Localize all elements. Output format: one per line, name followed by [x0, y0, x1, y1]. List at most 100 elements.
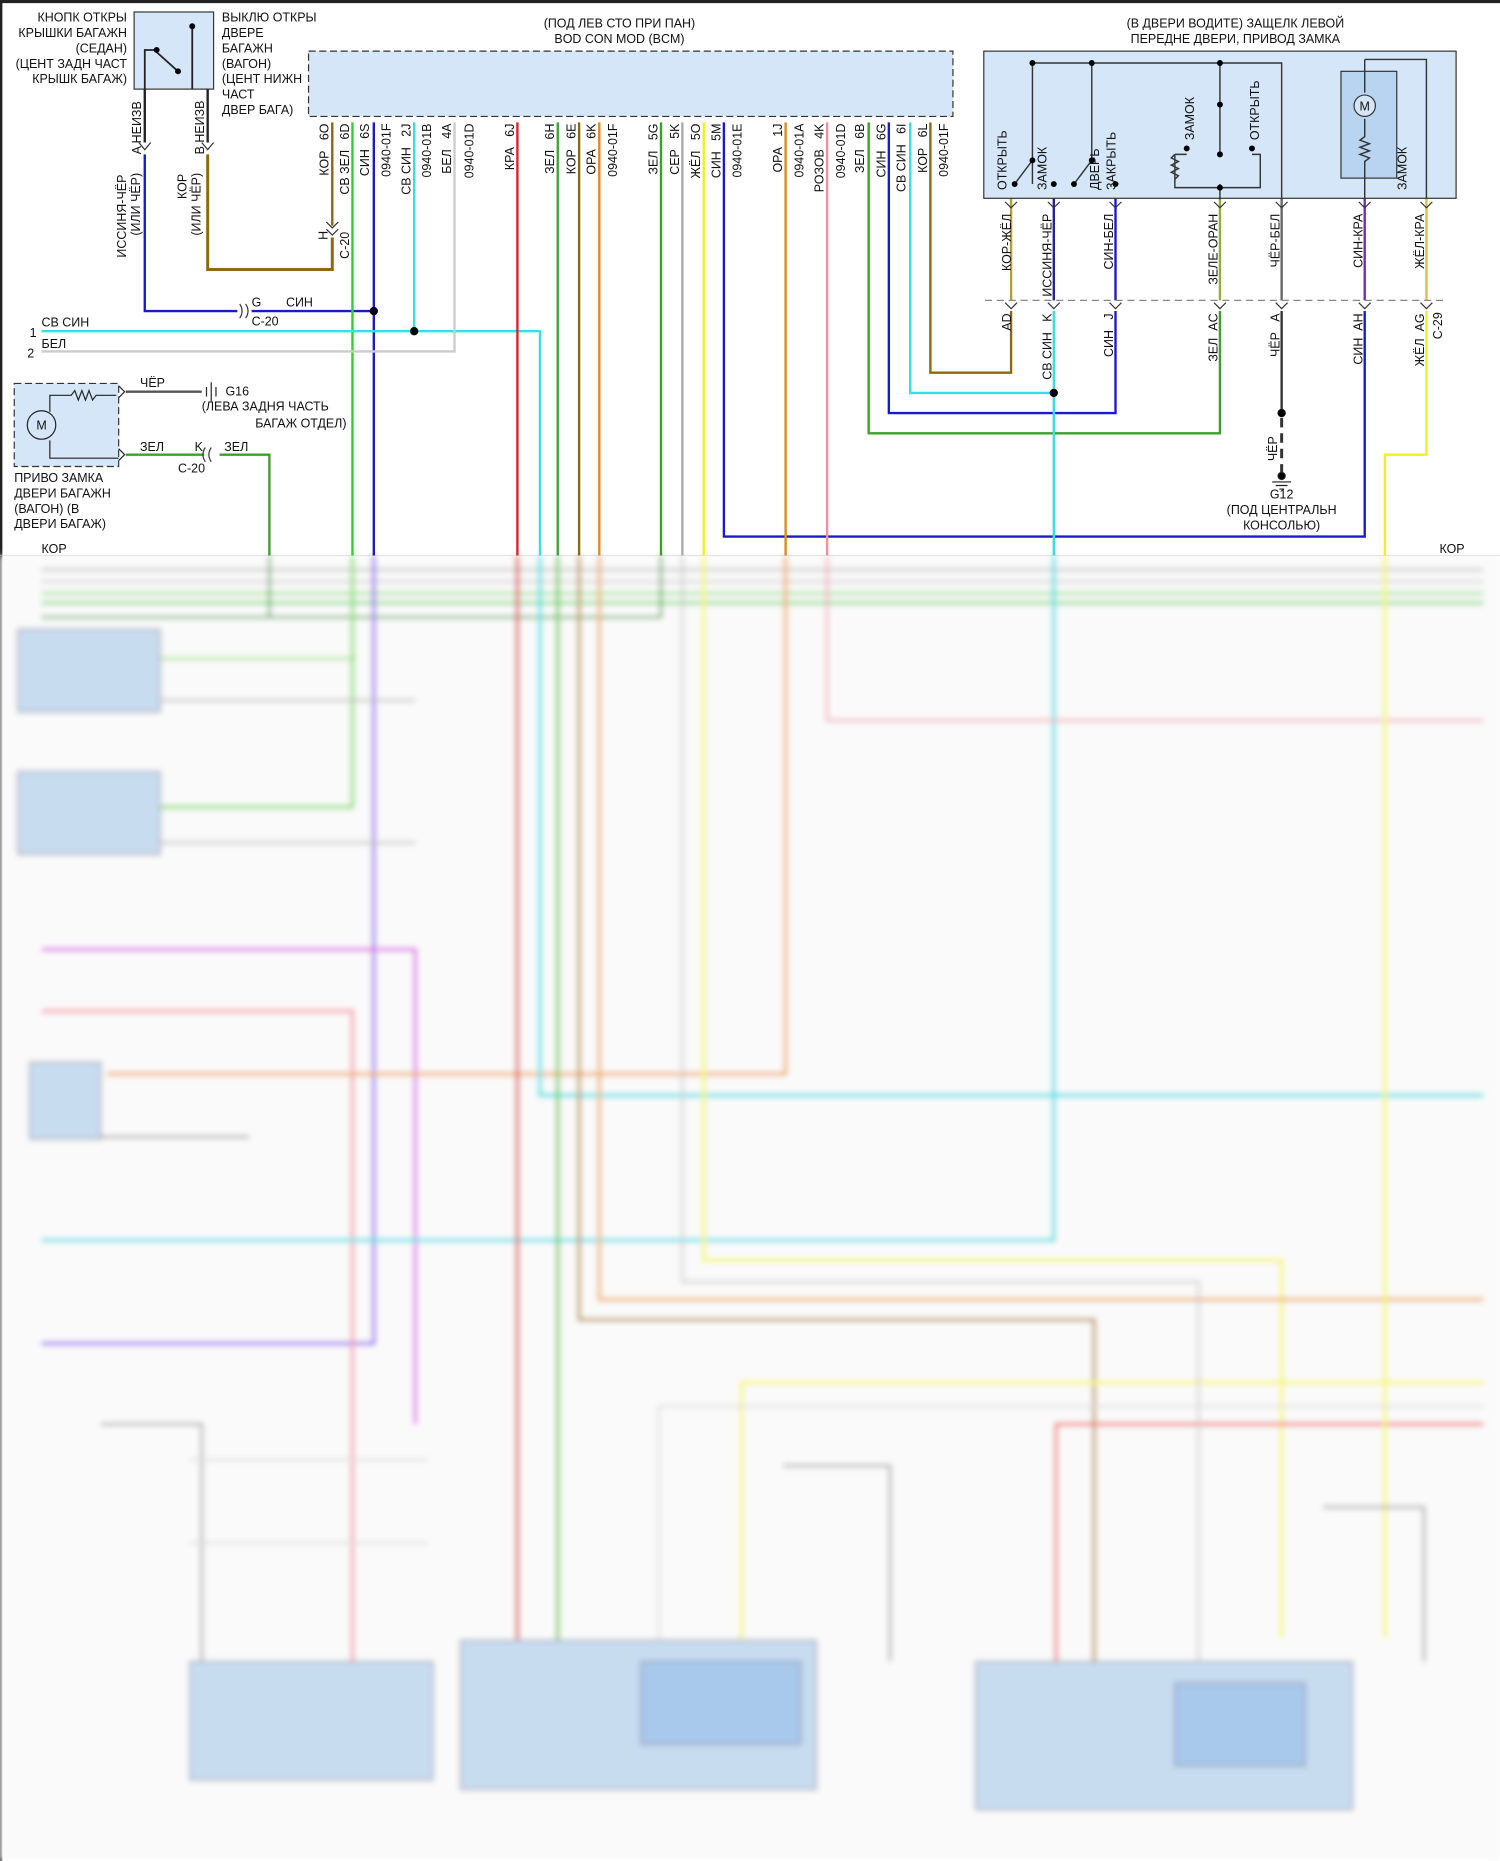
line1-number: 1 — [30, 326, 37, 340]
c20-connector-name: C-20 — [252, 314, 279, 328]
door-wire-color-label: КОР-ЖЁЛ — [1000, 214, 1014, 271]
bcm-pin-label: 0940-01F — [606, 123, 620, 177]
liftgate-switch-label-line: (ЦЕНТ НИЖН — [222, 72, 302, 86]
trunk-switch-label-line: КРЫШК БАГАЖ) — [32, 72, 127, 86]
bcm-pin-label: 0940-01D — [462, 124, 476, 179]
door-label-close: ЗАКРЫТЬ — [1105, 132, 1119, 190]
bcm-pin-label: ЖЁЛ 5O — [689, 123, 703, 178]
line2-color: БЕЛ — [42, 337, 67, 351]
trunk-release-switch — [133, 11, 215, 143]
c20-pin-g: G — [252, 295, 262, 309]
wire-line1-cyan — [41, 330, 542, 556]
wire-6l-brown — [929, 122, 1013, 374]
liftgate-switch-label-line: ЧАСТ — [222, 88, 255, 102]
bcm-pin-label: КОР 6L — [916, 123, 930, 172]
trunk-switch-label-line: (ЦЕНТ ЗАДН ЧАСТ — [16, 57, 128, 71]
bcm-pin-label: 0940-01D — [834, 124, 848, 179]
ground-icon — [1272, 471, 1292, 490]
door-label-lock: ЗАМОК — [1395, 146, 1409, 190]
c20-g-wire-color: СИН — [286, 295, 313, 309]
bcm-pin-label: 0940-01A — [792, 123, 806, 178]
bcm-pin-label: ЗЕЛ 6H — [543, 124, 557, 174]
wire-a-dk-blue — [143, 154, 238, 313]
door-latch-title: (В ДВЕРИ ВОДИТЕ) ЗАЩЕЛК ЛЕВОЙ — [1127, 15, 1345, 30]
liftgate-switch-label-line: БАГАЖН — [222, 41, 273, 55]
door-latch-title: ПЕРЕДНЕ ДВЕРИ, ПРИВОД ЗАМКА — [1131, 32, 1341, 46]
door-wire-color-label: СИН-КРА — [1351, 213, 1365, 268]
ground-g12: G12 — [1270, 488, 1294, 502]
pin-a-label: A НЕИЗВ — [130, 101, 144, 154]
wire-a-color: ИССИНЯ-ЧЁР — [115, 175, 129, 258]
actuator-label-line: ПРИВО ЗАМКА — [14, 471, 104, 485]
wire-b-color-alt: (ИЛИ ЧЁР) — [190, 173, 204, 236]
door-wire-labels: КОР-ЖЁЛ ИССИНЯ-ЧЁР СИН-БЕЛ ЗЕЛЕ-ОРАН ЧЁР-БЕЛ… — [1000, 213, 1427, 380]
c29-pin-label: СИН AH — [1351, 313, 1365, 364]
liftgate-switch-label-line: (ВАГОН) — [222, 57, 271, 71]
c29-pin-label: СИН J — [1102, 313, 1116, 357]
wire-6g-blue — [887, 122, 1117, 415]
bcm-pin-label: СВ ЗЕЛ 6D — [338, 124, 352, 195]
ground-g16-location: БАГАЖ ОТДЕЛ) — [255, 416, 346, 430]
motor-icon: M — [36, 419, 46, 433]
actuator-ground-wire-color: ЧЁР — [140, 376, 165, 390]
bcm-pin-label: БЕЛ 4A — [440, 123, 454, 174]
door-latch-module: M — [983, 50, 1457, 200]
wires — [41, 122, 1448, 556]
liftgate-lock-actuator: M — [13, 382, 217, 468]
bcm-pin-labels: КОР 6O СВ ЗЕЛ 6D СИН 6S 0940-01F СВ СИН 2J 09… — [318, 123, 951, 195]
c29-pin-label: ЧЁР A — [1268, 313, 1282, 357]
bcm-pin-label: СВ СИН 6I — [894, 124, 908, 192]
wire-6b-green — [867, 122, 1222, 435]
wire-a-color-alt: (ИЛИ ЧЁР) — [129, 173, 143, 236]
wire-line2-white — [41, 122, 456, 353]
c20-pin-h: H — [317, 231, 331, 240]
bcm-pin-label: ОРА 1J — [771, 124, 785, 173]
connector-marks — [138, 142, 1433, 463]
wire-b-color: КОР — [175, 174, 189, 199]
bcm-location: (ПОД ЛЕВ СТО ПРИ ПАН) — [544, 16, 696, 30]
trunk-switch-label-line: КРЫШКИ БАГАЖН — [18, 26, 127, 40]
ground-g12-location: (ПОД ЦЕНТРАЛЬН — [1227, 503, 1337, 517]
door-motor-icon: M — [1360, 99, 1370, 113]
pin-b-label: B НЕИЗВ — [193, 101, 207, 155]
liftgate-switch-label-line: ДВЕР БАГА) — [222, 103, 293, 117]
trunk-switch-label-line: (СЕДАН) — [76, 41, 127, 55]
c29-pin-label: СВ СИН K — [1040, 313, 1054, 380]
bcm-pin-label: СВ СИН 2J — [400, 124, 414, 195]
door-label-lock: ЗАМОК — [1183, 96, 1197, 140]
door-wire-color-label: ИССИНЯ-ЧЁР — [1040, 214, 1054, 297]
bcm-pin-label: 0940-01F — [937, 123, 951, 177]
door-wire-color-label: СИН-БЕЛ — [1102, 214, 1116, 270]
bcm-pin-label: СИН 6S — [358, 124, 372, 177]
door-label-lock: ЗАМОК — [1036, 146, 1050, 190]
wire-6i-cyan — [909, 122, 1054, 395]
bcm-pin-label: ОРА 6K — [585, 123, 599, 175]
bcm-pin-label: КОР 6O — [318, 123, 332, 175]
line2-number: 2 — [27, 346, 34, 360]
door-label-open: ОТКРЫТЬ — [1248, 80, 1262, 140]
door-wire-color-label: ЧЁР-БЕЛ — [1268, 214, 1282, 268]
wire-actuator-green — [125, 453, 271, 556]
bcm-pin-label: ЗЕЛ 6B — [853, 124, 867, 174]
actuator-label-line: ДВЕРИ БАГАЖН — [14, 486, 111, 500]
actuator-wire-in-color: ЗЕЛ — [224, 440, 248, 454]
door-label-open: ОТКРЫТЬ — [995, 130, 1009, 190]
bcm-pin-label: КРА 6J — [503, 124, 517, 171]
c29-pin-label: AD — [1000, 313, 1014, 330]
bcm-pin-label: ЗЕЛ 5G — [646, 124, 660, 175]
door-wire-color-label: ЗЕЛЕ-ОРАН — [1207, 214, 1221, 285]
liftgate-switch-label-line: ДВЕРЕ — [222, 26, 264, 40]
bcm-pin-label: СИН 5M — [709, 124, 723, 179]
wire-b-brown — [206, 154, 334, 271]
c20-connector-name: C-20 — [338, 232, 352, 259]
bcm-pin-label: КОР 6E — [565, 124, 579, 175]
ground-g16: G16 — [225, 384, 249, 398]
line1-color: СВ СИН — [42, 315, 90, 329]
bcm-pin-label: 0940-01F — [379, 123, 393, 177]
c20-pin-k: K — [195, 440, 204, 454]
ground-g12-location: КОНСОЛЬЮ) — [1243, 518, 1320, 532]
actuator-label-line: (ВАГОН) (В — [14, 502, 79, 516]
bcm-pin-label: 0940-01B — [420, 124, 434, 178]
door-label-door: ДВЕРЬ — [1088, 148, 1102, 190]
